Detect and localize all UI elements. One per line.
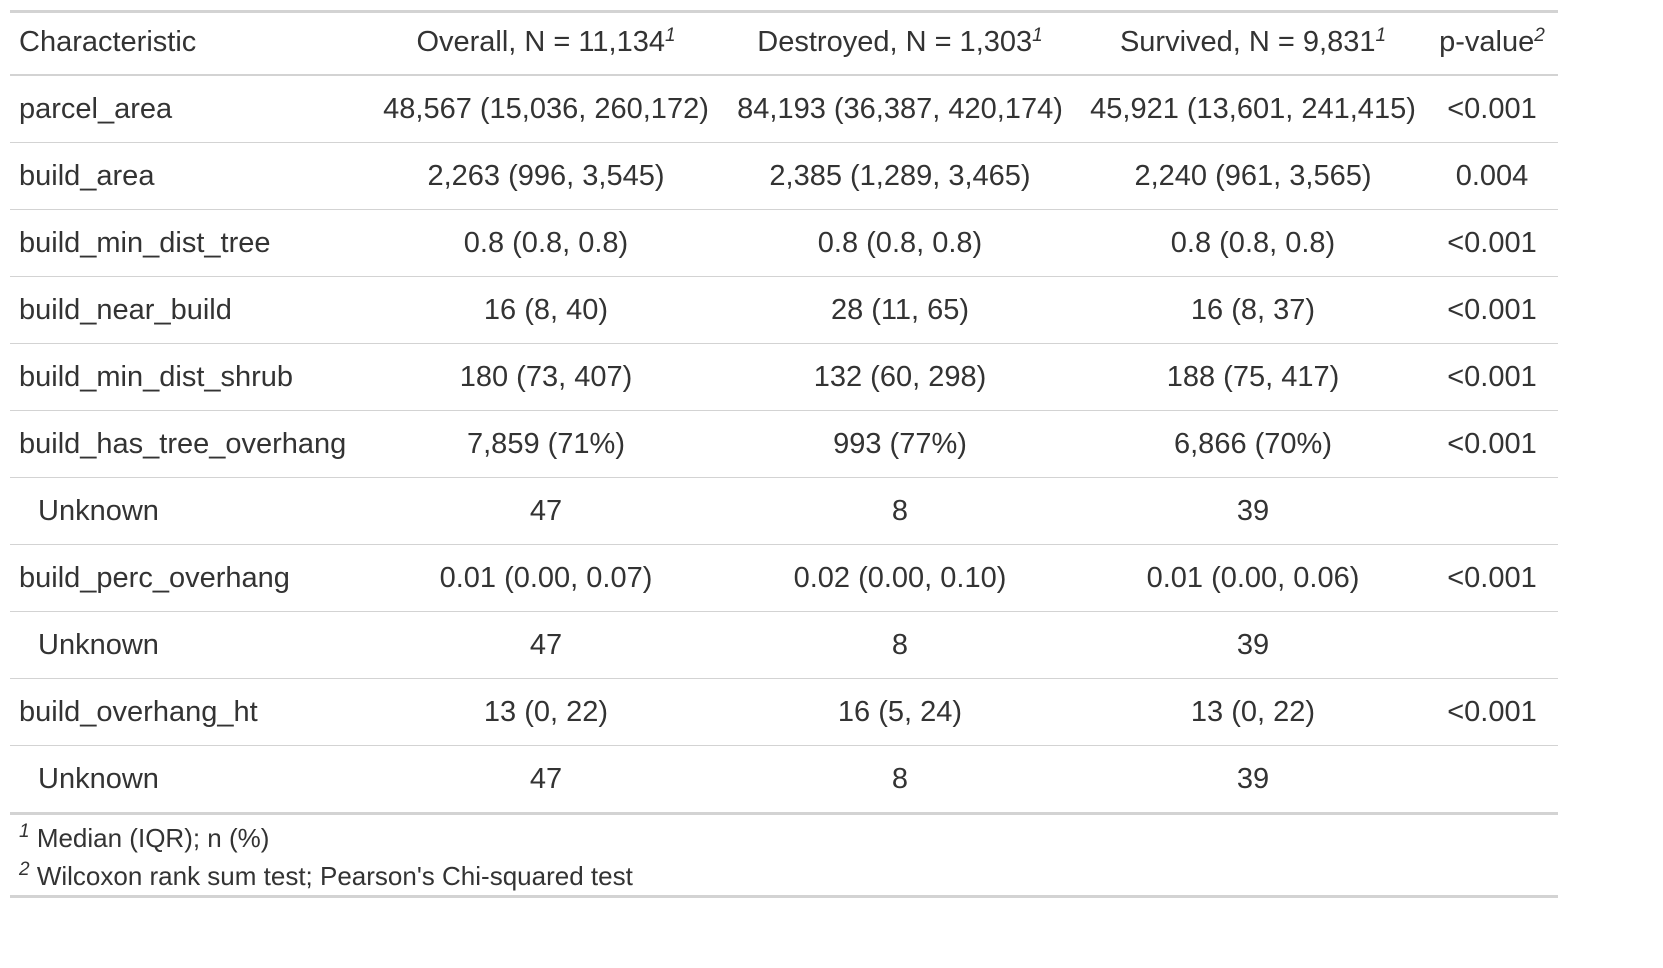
header-overall: Overall, N = 11,1341 xyxy=(372,11,720,76)
footnote-mark-1: 1 xyxy=(19,820,30,842)
row-label: build_area xyxy=(10,142,372,210)
header-destroyed: Destroyed, N = 1,3031 xyxy=(720,11,1080,76)
cell-survived: 6,866 (70%) xyxy=(1080,410,1426,478)
cell-destroyed: 132 (60, 298) xyxy=(720,343,1080,411)
cell-destroyed: 16 (5, 24) xyxy=(720,678,1080,746)
cell-destroyed: 0.02 (0.00, 0.10) xyxy=(720,544,1080,612)
cell-survived: 2,240 (961, 3,565) xyxy=(1080,142,1426,210)
table-row: build_area 2,263 (996, 3,545) 2,385 (1,2… xyxy=(10,142,1558,210)
header-survived: Survived, N = 9,8311 xyxy=(1080,11,1426,76)
row-label: Unknown xyxy=(10,745,372,815)
cell-destroyed: 8 xyxy=(720,611,1080,679)
table-footnotes: 1 Median (IQR); n (%) 2 Wilcoxon rank su… xyxy=(10,814,1558,897)
footnote-1: 1 Median (IQR); n (%) xyxy=(10,814,1558,858)
cell-overall: 13 (0, 22) xyxy=(372,678,720,746)
cell-survived: 0.01 (0.00, 0.06) xyxy=(1080,544,1426,612)
table-row: build_near_build 16 (8, 40) 28 (11, 65) … xyxy=(10,276,1558,344)
table-row: parcel_area 48,567 (15,036, 260,172) 84,… xyxy=(10,75,1558,143)
table-row-unknown: Unknown 47 8 39 xyxy=(10,611,1558,679)
summary-table-container: Characteristic Overall, N = 11,1341 Dest… xyxy=(10,10,1558,898)
cell-survived: 39 xyxy=(1080,477,1426,545)
cell-overall: 47 xyxy=(372,745,720,815)
cell-survived: 16 (8, 37) xyxy=(1080,276,1426,344)
table-body: parcel_area 48,567 (15,036, 260,172) 84,… xyxy=(10,75,1558,815)
summary-table: Characteristic Overall, N = 11,1341 Dest… xyxy=(10,10,1558,898)
cell-survived: 39 xyxy=(1080,611,1426,679)
cell-overall: 48,567 (15,036, 260,172) xyxy=(372,75,720,143)
footnote-mark-1: 1 xyxy=(1375,25,1387,46)
table-row: build_has_tree_overhang 7,859 (71%) 993 … xyxy=(10,410,1558,478)
row-label: build_has_tree_overhang xyxy=(10,410,372,478)
row-label: build_overhang_ht xyxy=(10,678,372,746)
cell-destroyed: 2,385 (1,289, 3,465) xyxy=(720,142,1080,210)
cell-pvalue: <0.001 xyxy=(1426,209,1558,277)
row-label: Unknown xyxy=(10,477,372,545)
cell-overall: 180 (73, 407) xyxy=(372,343,720,411)
table-row: build_perc_overhang 0.01 (0.00, 0.07) 0.… xyxy=(10,544,1558,612)
table-row: build_min_dist_tree 0.8 (0.8, 0.8) 0.8 (… xyxy=(10,209,1558,277)
cell-destroyed: 84,193 (36,387, 420,174) xyxy=(720,75,1080,143)
footnote-mark-1: 1 xyxy=(1032,25,1043,46)
table-header: Characteristic Overall, N = 11,1341 Dest… xyxy=(10,11,1558,76)
cell-pvalue xyxy=(1426,745,1558,815)
cell-overall: 2,263 (996, 3,545) xyxy=(372,142,720,210)
row-label: build_near_build xyxy=(10,276,372,344)
footnote-row: 1 Median (IQR); n (%) xyxy=(10,814,1558,858)
cell-survived: 45,921 (13,601, 241,415) xyxy=(1080,75,1426,143)
cell-pvalue: <0.001 xyxy=(1426,75,1558,143)
cell-pvalue: <0.001 xyxy=(1426,678,1558,746)
footnote-2: 2 Wilcoxon rank sum test; Pearson's Chi-… xyxy=(10,857,1558,897)
cell-destroyed: 0.8 (0.8, 0.8) xyxy=(720,209,1080,277)
cell-overall: 47 xyxy=(372,611,720,679)
table-row: build_overhang_ht 13 (0, 22) 16 (5, 24) … xyxy=(10,678,1558,746)
table-row-unknown: Unknown 47 8 39 xyxy=(10,745,1558,815)
cell-pvalue: <0.001 xyxy=(1426,276,1558,344)
cell-pvalue: <0.001 xyxy=(1426,544,1558,612)
cell-pvalue xyxy=(1426,477,1558,545)
cell-destroyed: 8 xyxy=(720,745,1080,815)
cell-pvalue: <0.001 xyxy=(1426,343,1558,411)
cell-destroyed: 993 (77%) xyxy=(720,410,1080,478)
table-row-unknown: Unknown 47 8 39 xyxy=(10,477,1558,545)
footnote-text: Median (IQR); n (%) xyxy=(36,822,270,853)
cell-pvalue xyxy=(1426,611,1558,679)
cell-survived: 13 (0, 22) xyxy=(1080,678,1426,746)
cell-overall: 0.8 (0.8, 0.8) xyxy=(372,209,720,277)
footnote-mark-1: 1 xyxy=(664,25,676,46)
row-label: parcel_area xyxy=(10,75,372,143)
cell-overall: 16 (8, 40) xyxy=(372,276,720,344)
header-characteristic: Characteristic xyxy=(10,11,372,76)
header-row: Characteristic Overall, N = 11,1341 Dest… xyxy=(10,11,1558,76)
cell-pvalue: <0.001 xyxy=(1426,410,1558,478)
cell-survived: 0.8 (0.8, 0.8) xyxy=(1080,209,1426,277)
cell-survived: 188 (75, 417) xyxy=(1080,343,1426,411)
cell-overall: 0.01 (0.00, 0.07) xyxy=(372,544,720,612)
table-row: build_min_dist_shrub 180 (73, 407) 132 (… xyxy=(10,343,1558,411)
footnote-mark-2: 2 xyxy=(19,858,30,880)
cell-overall: 47 xyxy=(372,477,720,545)
cell-destroyed: 28 (11, 65) xyxy=(720,276,1080,344)
footnote-mark-2: 2 xyxy=(1534,25,1545,46)
row-label: Unknown xyxy=(10,611,372,679)
cell-destroyed: 8 xyxy=(720,477,1080,545)
cell-survived: 39 xyxy=(1080,745,1426,815)
footnote-text: Wilcoxon rank sum test; Pearson's Chi-sq… xyxy=(36,860,633,891)
header-pvalue: p-value2 xyxy=(1426,11,1558,76)
row-label: build_perc_overhang xyxy=(10,544,372,612)
cell-pvalue: 0.004 xyxy=(1426,142,1558,210)
row-label: build_min_dist_shrub xyxy=(10,343,372,411)
row-label: build_min_dist_tree xyxy=(10,209,372,277)
footnote-row: 2 Wilcoxon rank sum test; Pearson's Chi-… xyxy=(10,857,1558,897)
cell-overall: 7,859 (71%) xyxy=(372,410,720,478)
